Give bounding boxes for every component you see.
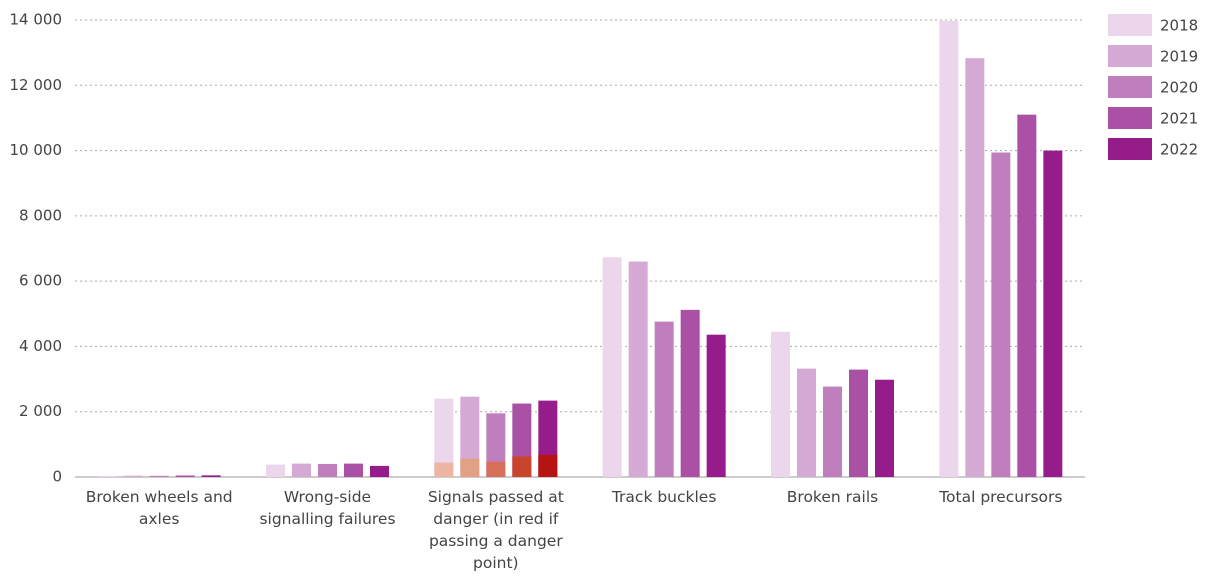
bar	[849, 369, 868, 477]
bar	[706, 334, 726, 477]
bar	[875, 379, 894, 477]
bar	[486, 461, 506, 477]
bar	[797, 368, 816, 477]
bar	[939, 20, 959, 478]
y-tick-label: 14 000	[10, 11, 63, 29]
bar	[318, 463, 337, 477]
bar	[434, 462, 454, 477]
bar	[149, 475, 169, 477]
x-tick-label: Track buckles	[611, 488, 717, 506]
legend-label: 2018	[1160, 17, 1198, 35]
bar	[201, 475, 221, 477]
legend-swatch	[1108, 45, 1152, 67]
x-tick-label: Broken rails	[786, 488, 879, 506]
bar	[602, 257, 622, 477]
legend-swatch	[1108, 14, 1152, 36]
legend-swatch	[1108, 138, 1152, 160]
bar	[512, 456, 532, 477]
y-tick-label: 10 000	[10, 141, 63, 159]
legend-label: 2022	[1160, 141, 1198, 159]
x-tick-label: Total precursors	[939, 488, 1063, 506]
bar	[680, 309, 700, 477]
x-tick-label: Wrong-side signalling failures	[259, 488, 396, 528]
y-tick-label: 4 000	[19, 337, 62, 355]
bar	[97, 476, 117, 477]
legend-label: 2019	[1160, 48, 1198, 66]
bar	[123, 475, 143, 477]
bar	[1017, 114, 1037, 478]
bar	[344, 463, 363, 477]
y-tick-label: 6 000	[19, 272, 62, 290]
bar	[991, 152, 1011, 477]
y-tick-label: 12 000	[10, 76, 63, 94]
legend-swatch	[1108, 107, 1152, 129]
legend-label: 2020	[1160, 79, 1198, 97]
x-tick-label: Signals passed at danger (in red if pass…	[427, 488, 564, 572]
bar	[460, 458, 480, 477]
y-tick-label: 0	[52, 468, 62, 486]
bar	[434, 398, 454, 477]
bar	[370, 465, 389, 477]
bar	[654, 321, 674, 477]
bar	[460, 396, 480, 477]
bar	[823, 386, 842, 477]
x-tick-label: Broken wheels and axles	[85, 488, 233, 528]
bar	[965, 58, 985, 478]
bar	[266, 464, 285, 477]
bar	[628, 261, 648, 477]
bar	[175, 475, 195, 477]
bar	[538, 454, 558, 477]
bar	[292, 463, 311, 477]
bar	[486, 413, 506, 477]
y-tick-label: 8 000	[19, 206, 62, 224]
legend-label: 2021	[1160, 110, 1198, 128]
bar	[771, 331, 790, 477]
bar	[1043, 150, 1063, 478]
y-tick-label: 2 000	[19, 402, 62, 420]
legend-swatch	[1108, 76, 1152, 98]
